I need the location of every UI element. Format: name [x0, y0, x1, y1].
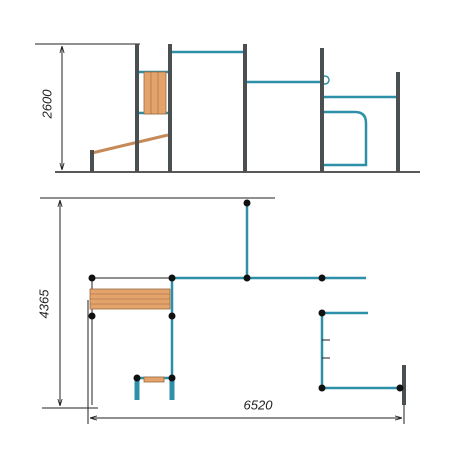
dip-bar [322, 110, 368, 167]
panel-stripes [150, 72, 159, 114]
incline-bench [91, 133, 169, 155]
step [143, 376, 165, 383]
bench-stripes [90, 293, 170, 305]
plan-view: 4365 6520 [36, 197, 406, 424]
height-label: 2600 [39, 89, 54, 120]
elevation-view: 2600 [35, 43, 420, 173]
rungs [322, 339, 330, 359]
joints [88, 199, 404, 392]
wall-panel [143, 71, 167, 115]
depth-label: 4365 [36, 289, 51, 319]
width-label: 6520 [244, 397, 274, 412]
